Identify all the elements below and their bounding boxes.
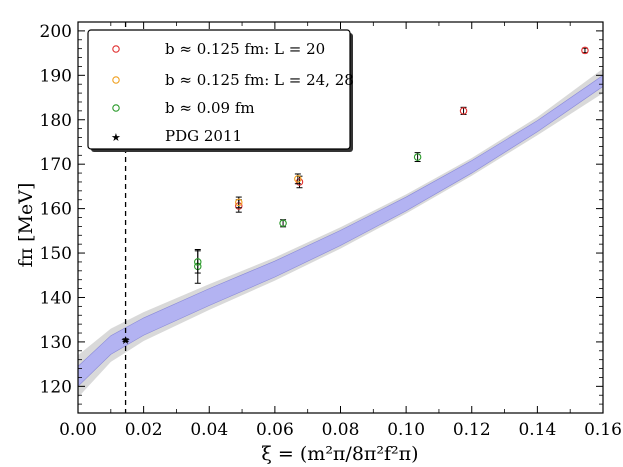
legend-marker-green [112,104,120,112]
y-tick-label: 170 [40,155,72,175]
data-point [235,196,243,209]
point-marker [294,175,302,183]
x-tick-label: 0.04 [190,420,228,440]
point-marker [413,153,422,161]
x-tick-label: 0.14 [518,420,556,440]
data-point [294,173,302,185]
point-marker [279,219,287,228]
x-tick-label: 0.12 [453,420,491,440]
y-tick-label: 140 [40,288,72,308]
legend-label-3: b ≈ 0.09 fm [165,99,255,117]
point-marker [459,107,468,115]
y-tick-label: 130 [40,333,72,353]
point-marker [194,258,202,266]
y-tick-label: 120 [40,377,72,397]
x-tick-label: 0.10 [387,420,425,440]
y-tick-label: 200 [40,22,72,42]
x-tick-label: 0.16 [584,420,622,440]
axes: 0.00 0.02 0.04 0.06 0.08 0.10 0.12 0.14 0.16 120 1… [40,21,622,440]
data-point [279,219,287,228]
data-point: ★ [121,334,131,347]
pdg-star-marker: ★ [121,334,131,347]
legend-label-2: b ≈ 0.125 fm: L = 24, 28 [165,71,354,89]
y-tick-label: 160 [40,200,72,220]
legend-marker-star: ★ [111,131,121,144]
x-axis-label: ξ = (m²π/8π²f²π) [261,443,418,465]
data-point [581,46,589,55]
x-tick-label: 0.00 [59,420,97,440]
y-tick-label: 150 [40,244,72,264]
legend-marker-red [112,45,120,53]
legend-label-1: b ≈ 0.125 fm: L = 20 [165,40,325,58]
data-point [194,250,202,274]
y-axis-label: fπ [MeV] [15,183,37,268]
legend: b ≈ 0.125 fm: L = 20 b ≈ 0.125 fm: L = 2… [87,29,354,152]
point-marker [581,46,589,55]
y-tick-label: 180 [40,111,72,131]
data-point [413,152,422,163]
x-tick-label: 0.06 [256,420,294,440]
legend-marker-orange [112,76,120,84]
x-tick-label: 0.02 [125,420,163,440]
data-points: ★ [121,46,589,347]
data-point [459,106,468,115]
x-tick-label: 0.08 [322,420,360,440]
legend-label-4: PDG 2011 [165,127,242,145]
point-marker [235,198,243,207]
y-tick-label: 190 [40,66,72,86]
